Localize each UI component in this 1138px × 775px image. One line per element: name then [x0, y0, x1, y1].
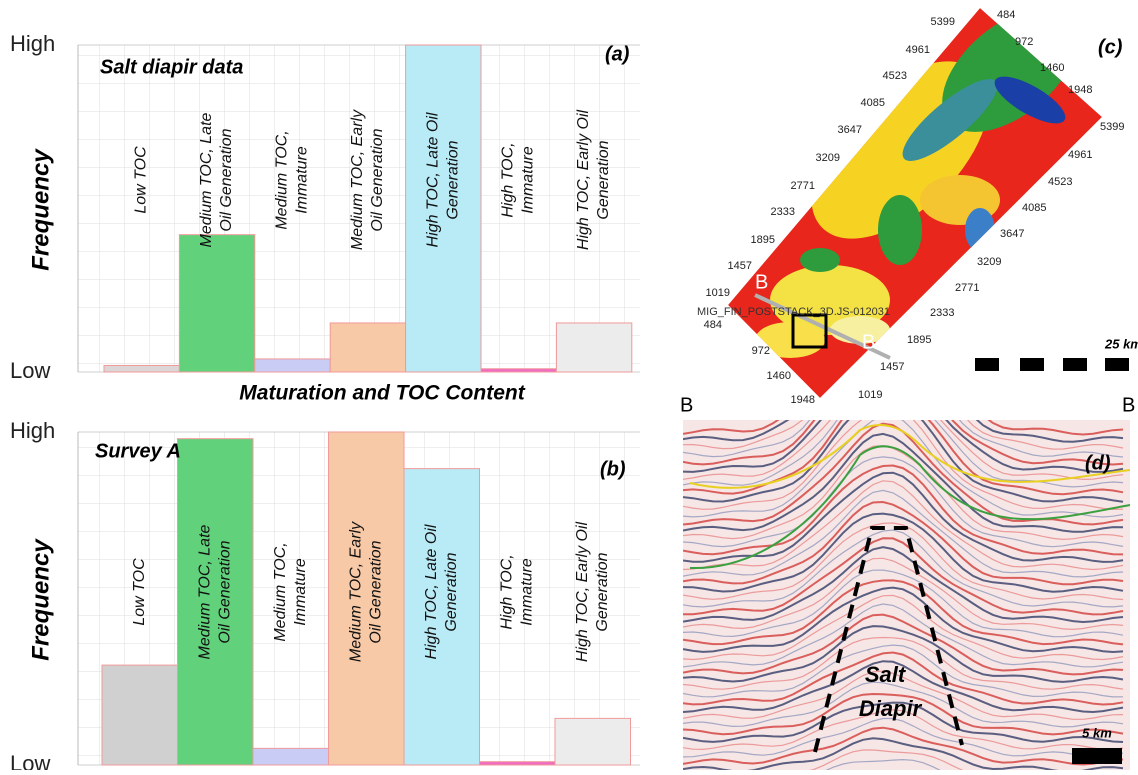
- y-axis-title: Frequency: [27, 148, 54, 271]
- section-label: B: [862, 331, 875, 353]
- scale-bar: [1072, 748, 1122, 764]
- map-coordinate: 3647: [1000, 228, 1024, 240]
- map-coordinate: 5399: [931, 16, 955, 28]
- map-coordinate: 1457: [880, 361, 904, 373]
- page: {"chart_data": [ {"type": "bar", "annota…: [0, 0, 1138, 775]
- annotation: Survey A: [95, 440, 181, 462]
- category-label: Low TOC: [131, 558, 148, 626]
- annotation: Diapir: [859, 696, 923, 721]
- y-tick-label: Low: [10, 751, 50, 770]
- bar: [481, 369, 556, 372]
- category-label: Low TOC: [133, 146, 150, 214]
- section-label: B: [755, 271, 768, 293]
- map-coordinate: 1895: [751, 234, 775, 246]
- bar: [330, 323, 405, 372]
- map-coordinate: 3647: [838, 124, 862, 136]
- panel-label: (b): [600, 458, 626, 480]
- scale-block: [1020, 358, 1044, 371]
- figure: (c) 25 km MIG_FIN_POSTSTACK_3D.JS-012031…: [0, 0, 1138, 770]
- survey-label: MIG_FIN_POSTSTACK_3D.JS-012031: [697, 306, 890, 318]
- annotation: Salt: [865, 662, 907, 687]
- map-coordinate: 3209: [977, 256, 1001, 268]
- map-coordinate: 1460: [767, 370, 791, 382]
- map-coordinate: 2771: [791, 180, 815, 192]
- scale-block: [1105, 358, 1129, 371]
- map-coordinate: 1019: [706, 287, 730, 299]
- map-coordinate: 484: [997, 9, 1015, 21]
- y-tick-label: Low: [10, 358, 50, 383]
- scale-label: 25 km: [1104, 336, 1138, 351]
- y-axis-title: Frequency: [27, 538, 54, 661]
- map-coordinate: 1895: [907, 334, 931, 346]
- bar: [255, 359, 330, 372]
- map-coordinate: 3209: [816, 152, 840, 164]
- y-tick-label: High: [10, 31, 55, 56]
- map-coordinate: 1948: [791, 394, 815, 406]
- bar: [480, 762, 556, 765]
- map-coordinate: 2333: [930, 307, 954, 319]
- map-coordinate: 5399: [1100, 121, 1124, 133]
- panel-label: (c): [1098, 36, 1123, 58]
- map-coordinate: 4523: [883, 70, 907, 82]
- annotation: Salt diapir data: [100, 56, 243, 78]
- bar: [102, 665, 178, 765]
- map-coordinate: 972: [752, 345, 770, 357]
- bar: [178, 439, 254, 765]
- map-coordinate: 2771: [955, 282, 979, 294]
- map-coordinate: 1948: [1068, 84, 1092, 96]
- scale-label: 5 km: [1082, 725, 1112, 740]
- map-coordinate: 484: [704, 319, 722, 331]
- scale-block: [1063, 358, 1087, 371]
- y-tick-label: High: [10, 418, 55, 443]
- panel-label: (d): [1085, 452, 1111, 474]
- map-coordinate: 1460: [1040, 62, 1064, 74]
- section-label: B: [680, 394, 693, 416]
- panel-label: (a): [605, 43, 630, 65]
- map-coordinate: 4085: [1022, 202, 1046, 214]
- bar: [406, 45, 481, 372]
- bar: [404, 469, 480, 765]
- bar: [555, 718, 631, 765]
- bar: [104, 365, 179, 372]
- scale-block: [975, 358, 999, 371]
- section-label: B: [1122, 394, 1135, 416]
- map-coordinate: 2333: [771, 206, 795, 218]
- map-coordinate: 972: [1015, 36, 1033, 48]
- map-coordinate: 4523: [1048, 176, 1072, 188]
- map-coordinate: 1457: [728, 260, 752, 272]
- bar: [329, 432, 405, 765]
- x-axis-title: Maturation and TOC Content: [239, 382, 525, 405]
- map-coordinate: 4961: [1068, 149, 1092, 161]
- bar: [179, 235, 254, 372]
- map-coordinate: 4961: [906, 44, 930, 56]
- bar: [556, 323, 631, 372]
- map-coordinate: 4085: [861, 97, 885, 109]
- map-coordinate: 1019: [858, 389, 882, 401]
- bar: [253, 748, 329, 765]
